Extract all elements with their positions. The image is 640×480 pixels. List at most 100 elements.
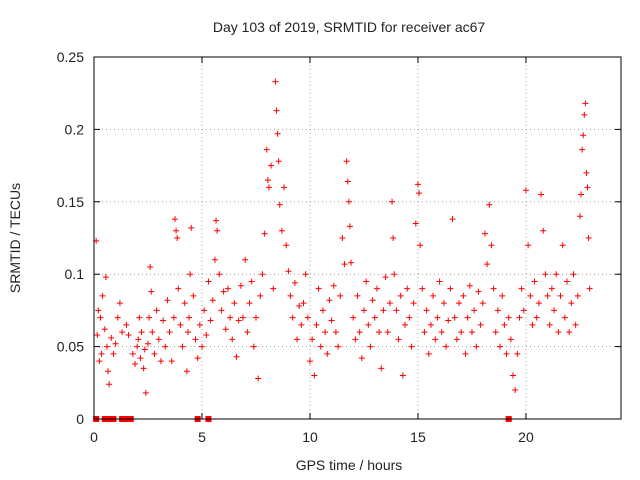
data-point: [324, 350, 331, 357]
y-tick-label: 0.2: [65, 121, 85, 137]
data-point: [548, 285, 555, 292]
data-point: [250, 343, 257, 350]
data-point: [555, 329, 562, 336]
data-point: [572, 321, 579, 328]
data-point: [213, 217, 220, 224]
data-point: [505, 314, 512, 321]
data-point: [378, 365, 385, 372]
data-point: [484, 261, 491, 268]
data-point: [335, 343, 342, 350]
data-point: [304, 314, 311, 321]
data-point: [264, 177, 271, 184]
data-point: [175, 285, 182, 292]
data-point: [488, 242, 495, 249]
x-tick-label: 15: [410, 429, 426, 445]
data-point: [486, 201, 493, 208]
data-point: [255, 375, 262, 382]
data-point: [132, 360, 139, 367]
data-point: [136, 314, 143, 321]
data-point: [360, 307, 367, 314]
data-point: [522, 187, 529, 194]
data-point: [198, 343, 205, 350]
x-tick-label: 5: [198, 429, 206, 445]
data-point: [507, 336, 514, 343]
data-point: [356, 329, 363, 336]
data-point: [449, 216, 456, 223]
data-point: [551, 307, 558, 314]
data-point: [402, 321, 409, 328]
data-point: [276, 201, 283, 208]
data-point: [343, 158, 350, 165]
x-tick-label: 20: [518, 429, 534, 445]
data-point: [346, 223, 353, 230]
data-point: [209, 297, 216, 304]
data-point: [95, 307, 102, 314]
data-point: [201, 307, 208, 314]
data-point: [179, 343, 186, 350]
data-point: [214, 227, 221, 234]
data-point: [94, 332, 101, 339]
data-point: [337, 292, 344, 299]
data-point: [451, 314, 458, 321]
data-point: [278, 227, 285, 234]
data-point: [542, 271, 549, 278]
data-point: [224, 285, 231, 292]
data-point: [194, 355, 201, 362]
data-point: [315, 285, 322, 292]
data-point: [102, 274, 109, 281]
data-point: [440, 300, 447, 307]
data-point: [148, 288, 155, 295]
data-point: [231, 300, 238, 307]
data-point: [561, 314, 568, 321]
data-point: [492, 329, 499, 336]
data-point: [309, 336, 316, 343]
data-point: [397, 292, 404, 299]
data-point: [386, 300, 393, 307]
data-point: [263, 146, 270, 153]
data-point: [142, 389, 149, 396]
data-point: [414, 181, 421, 188]
data-point: [322, 329, 329, 336]
data-point: [501, 321, 508, 328]
data-point: [419, 285, 426, 292]
data-point: [341, 261, 348, 268]
data-point: [177, 321, 184, 328]
data-point: [460, 292, 467, 299]
data-point: [540, 227, 547, 234]
data-point: [566, 329, 573, 336]
data-point: [404, 285, 411, 292]
data-point: [421, 329, 428, 336]
data-point: [311, 372, 318, 379]
data-point: [184, 329, 191, 336]
data-point: [149, 329, 156, 336]
data-point: [373, 285, 380, 292]
data-point: [287, 292, 294, 299]
data-point: [190, 292, 197, 299]
data-point: [300, 300, 307, 307]
data-point: [477, 321, 484, 328]
data-point: [456, 300, 463, 307]
data-point: [272, 78, 279, 85]
data-point: [516, 314, 523, 321]
data-point: [583, 169, 590, 176]
data-points: [93, 78, 593, 422]
data-point: [116, 300, 123, 307]
data-point: [187, 271, 194, 278]
data-point: [296, 303, 303, 310]
data-point: [313, 321, 320, 328]
data-point: [203, 332, 210, 339]
data-point: [579, 146, 586, 153]
data-point: [240, 314, 247, 321]
data-point: [417, 242, 424, 249]
data-point: [525, 242, 532, 249]
data-point: [503, 350, 510, 357]
data-point: [406, 314, 413, 321]
data-point: [218, 307, 225, 314]
data-point: [233, 353, 240, 360]
data-point: [110, 350, 117, 357]
data-point: [473, 343, 480, 350]
data-point: [358, 355, 365, 362]
data-point: [235, 317, 242, 324]
data-point: [445, 317, 452, 324]
